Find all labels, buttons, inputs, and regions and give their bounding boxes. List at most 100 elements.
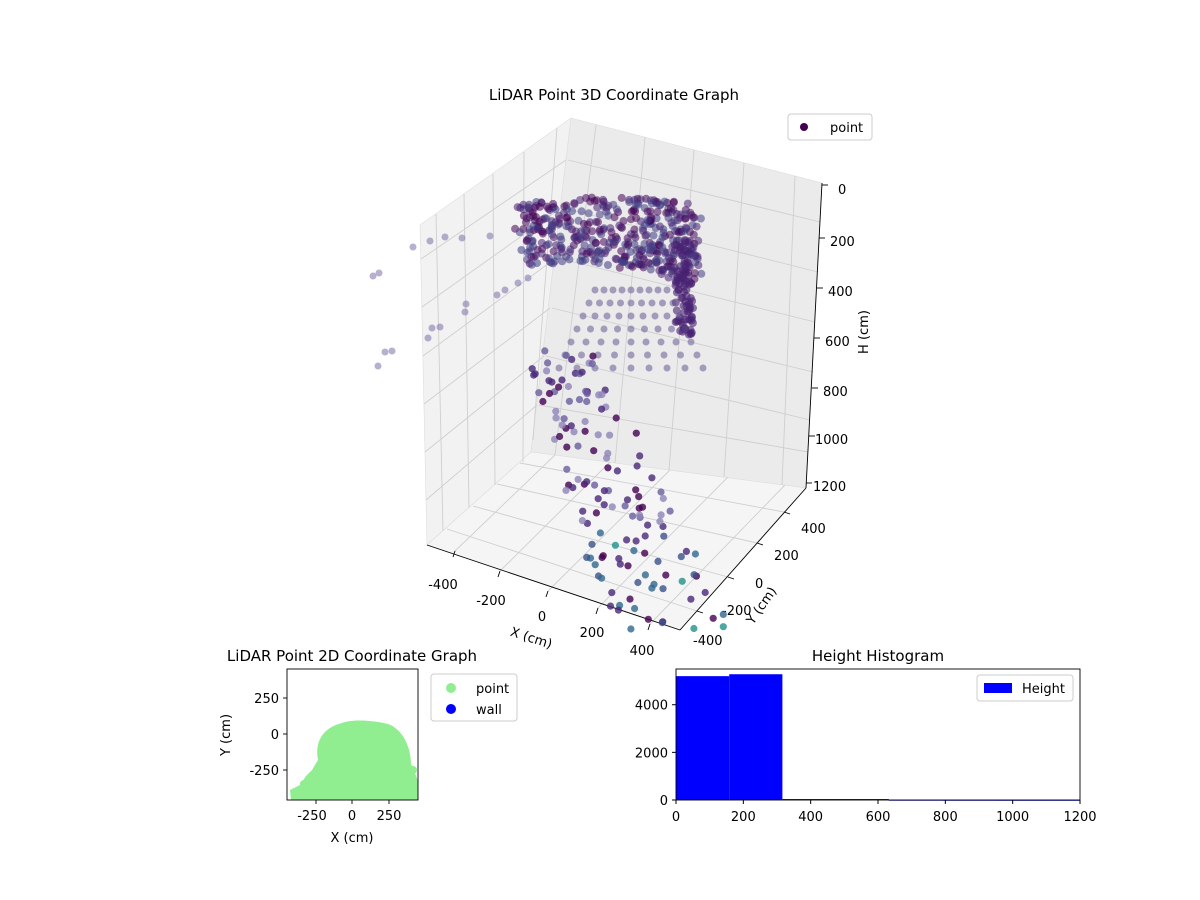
plot3d-point [524,203,533,212]
histogram-legend-frame [976,674,1074,702]
grid-fl-y2 [499,461,611,572]
plot3d-point [558,421,566,429]
plot3d-point [369,272,377,280]
plot3d-y-axis-line [679,487,807,631]
plot3d-point [544,240,553,249]
plot3d-point [608,589,616,597]
plot2d-point [412,779,418,787]
plot2d-xtick-label: 250 [377,809,402,824]
plot3d-point [591,286,599,294]
plot3d-point [642,230,651,239]
plot3d-point [620,258,629,267]
plot2d-ytick-label: -250 [249,764,279,779]
plot3d-point [555,383,563,391]
plot3d-point [458,234,466,242]
plot3d-point [654,286,662,294]
plot3d-zlabel: H (cm) [857,310,872,354]
histogram-bars [676,674,1080,801]
plot3d-point [635,251,644,260]
plot3d-point [612,255,621,264]
plot3d-legend-label: point [830,121,863,136]
plot3d-point [564,382,573,391]
plot3d: LiDAR Point 3D Coordinate Graph [369,86,873,659]
plot3d-point [583,397,591,406]
plot3d-point [600,249,609,258]
plot3d-point [678,577,686,585]
plot3d-point [544,359,552,367]
plot3d-point [615,221,624,230]
grid-bl-v5 [532,127,558,441]
plot3d-point [696,214,705,223]
plot3d-point [552,414,560,422]
plot3d-point [577,233,586,242]
grid-br-h5 [545,355,811,421]
plot3d-point [545,377,553,385]
plot3d-point [552,407,560,415]
plot3d-legend: point [787,113,873,141]
plot3d-point [523,248,532,257]
grid-bl-v1 [435,213,444,532]
histogram-bar [676,676,730,800]
plot3d-point [635,493,643,501]
plot3d-point [608,503,616,511]
plot3d-point [528,237,537,246]
plot3d-point [581,417,589,426]
plot3d-point [615,263,624,272]
plot3d-point [600,487,609,495]
plot3d-point [628,262,637,271]
plot3d-point [558,376,566,384]
plot3d-point [615,312,623,320]
plot3d-point [688,297,697,306]
plot3d-point [525,225,534,234]
histogram-xtick-label: 600 [866,810,891,825]
plot3d-point [644,521,652,529]
plot3d-point [660,351,668,359]
grid-br-v4 [723,162,745,478]
plot3d-point [598,391,606,399]
plot3d-point [535,202,544,211]
plot3d-point [599,195,607,204]
plot3d-point [596,529,605,537]
plot3d-point [659,585,667,593]
plot3d-point [462,300,470,308]
x-tick-label: 400 [630,644,655,659]
plot3d-point [632,486,640,494]
plot3d-point [624,562,632,570]
plot3d-point [579,219,588,228]
plot3d-point [560,415,568,423]
plot3d-xlabel: X (cm) [508,625,554,653]
plot3d-point [670,216,679,225]
plot3d-point [657,488,665,496]
plot3d-point [663,364,671,372]
plot3d-point [524,274,532,282]
plot3d-point [606,224,615,233]
z-tick-label: 0 [838,183,846,198]
plot2d-x-ticks: -250 0 250 [297,809,401,824]
plot3d-point [685,305,694,314]
plot3d-point [441,233,449,241]
grid-bl-v3 [492,173,496,486]
plot3d-point [603,312,611,320]
plot3d-point [643,216,652,225]
plot3d-point [542,214,551,223]
plot2d-legend-marker-point [446,683,456,693]
plot3d-point [638,299,645,307]
plot3d-point [641,549,649,557]
plot3d-point [623,536,631,544]
plot3d-point [701,588,709,597]
plot3d-point [652,255,661,264]
plot3d-point [592,196,601,205]
plot3d-point [632,537,640,545]
plot3d-point [630,547,638,555]
plot3d-x-axis-line [426,544,681,631]
plot3d-point [636,452,644,460]
grid-fl-y3 [547,469,671,592]
plot3d-point [680,315,689,324]
plot3d-point [612,338,620,346]
plot3d-point [598,405,606,413]
plot3d-point [592,509,601,517]
grid-fl-y5 [649,484,786,625]
plot3d-point [486,232,494,240]
grid-bl-h5 [424,355,545,453]
plot3d-point [679,227,688,236]
